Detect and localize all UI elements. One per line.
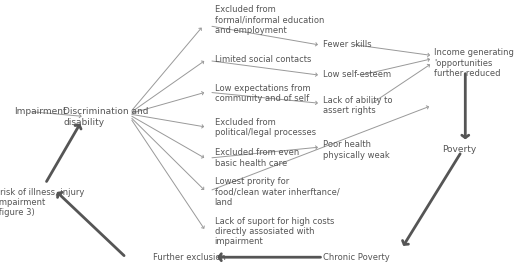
Text: Low self-esteem: Low self-esteem (323, 70, 391, 79)
Text: Excluded from
political/legal processes: Excluded from political/legal processes (215, 118, 316, 137)
Text: Lack of ability to
assert rights: Lack of ability to assert rights (323, 95, 392, 115)
Text: Poor health
physically weak: Poor health physically weak (323, 140, 390, 160)
Text: Low expectations from
community and of self: Low expectations from community and of s… (215, 84, 310, 103)
Text: Excluded from
formal/informal education
and employment: Excluded from formal/informal education … (215, 5, 324, 35)
Text: Poverty: Poverty (442, 145, 476, 154)
Text: Limited social contacts: Limited social contacts (215, 55, 311, 64)
Text: Impairment: Impairment (14, 107, 67, 116)
Text: Lowest prority for
food/clean water inherftance/
land: Lowest prority for food/clean water inhe… (215, 177, 339, 207)
Text: Income generating
'opportunities
further reduced: Income generating 'opportunities further… (434, 48, 514, 78)
Text: Lack of suport for high costs
directly assosiated with
impairment: Lack of suport for high costs directly a… (215, 216, 334, 246)
Text: Discrimination and
disability: Discrimination and disability (63, 107, 149, 127)
Text: High risk of illness, injury
and impairment
(see figure 3): High risk of illness, injury and impairm… (0, 188, 84, 218)
Text: Excluded from even
basic health care: Excluded from even basic health care (215, 148, 299, 168)
Text: Fewer skills: Fewer skills (323, 40, 372, 49)
Text: Chronic Poverty: Chronic Poverty (323, 253, 390, 262)
Text: Further exclusion: Further exclusion (153, 253, 225, 262)
